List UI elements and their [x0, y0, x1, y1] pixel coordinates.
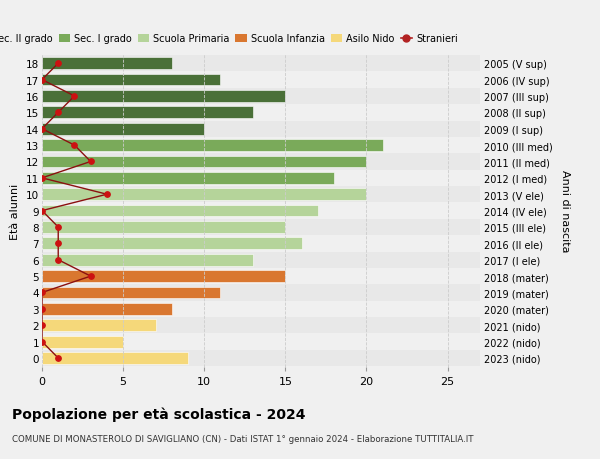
Bar: [42, 301, 480, 317]
Point: [53, 109, 63, 117]
Point: [70, 93, 79, 101]
Bar: [42, 91, 286, 103]
Point: [37, 306, 47, 313]
Bar: [42, 123, 204, 135]
Bar: [42, 317, 480, 334]
Bar: [42, 154, 480, 170]
Point: [102, 191, 112, 198]
Point: [53, 61, 63, 68]
Point: [53, 257, 63, 264]
Point: [70, 142, 79, 150]
Bar: [42, 238, 302, 250]
Bar: [42, 138, 480, 154]
Text: COMUNE DI MONASTEROLO DI SAVIGLIANO (CN) - Dati ISTAT 1° gennaio 2024 - Elaboraz: COMUNE DI MONASTEROLO DI SAVIGLIANO (CN)…: [12, 434, 473, 443]
Bar: [42, 271, 286, 282]
Bar: [42, 189, 367, 201]
Bar: [42, 334, 480, 350]
Bar: [42, 254, 253, 266]
Bar: [42, 89, 480, 105]
Point: [37, 207, 47, 215]
Bar: [42, 203, 480, 219]
Legend: Sec. II grado, Sec. I grado, Scuola Primaria, Scuola Infanzia, Asilo Nido, Stran: Sec. II grado, Sec. I grado, Scuola Prim…: [0, 30, 462, 48]
Point: [37, 175, 47, 182]
Bar: [42, 74, 220, 86]
Text: Popolazione per età scolastica - 2024: Popolazione per età scolastica - 2024: [12, 406, 305, 421]
Bar: [42, 170, 480, 187]
Bar: [42, 173, 334, 185]
Point: [37, 322, 47, 329]
Bar: [42, 350, 480, 366]
Point: [53, 240, 63, 247]
Point: [37, 77, 47, 84]
Bar: [42, 303, 172, 315]
Y-axis label: Età alunni: Età alunni: [10, 183, 20, 239]
Bar: [42, 336, 123, 348]
Bar: [42, 235, 480, 252]
Bar: [42, 252, 480, 269]
Point: [86, 158, 95, 166]
Bar: [42, 222, 286, 233]
Bar: [42, 269, 480, 285]
Point: [37, 338, 47, 346]
Bar: [42, 156, 367, 168]
Bar: [42, 285, 480, 301]
Bar: [42, 140, 383, 151]
Point: [86, 273, 95, 280]
Bar: [42, 319, 155, 331]
Bar: [42, 219, 480, 235]
Point: [53, 224, 63, 231]
Bar: [42, 187, 480, 203]
Bar: [42, 205, 318, 217]
Y-axis label: Anni di nascita: Anni di nascita: [560, 170, 569, 252]
Point: [37, 289, 47, 297]
Bar: [42, 353, 188, 364]
Point: [37, 126, 47, 133]
Bar: [42, 107, 253, 119]
Bar: [42, 105, 480, 121]
Bar: [42, 121, 480, 138]
Bar: [42, 72, 480, 89]
Point: [53, 354, 63, 362]
Bar: [42, 287, 220, 299]
Bar: [42, 56, 480, 72]
Bar: [42, 58, 172, 70]
